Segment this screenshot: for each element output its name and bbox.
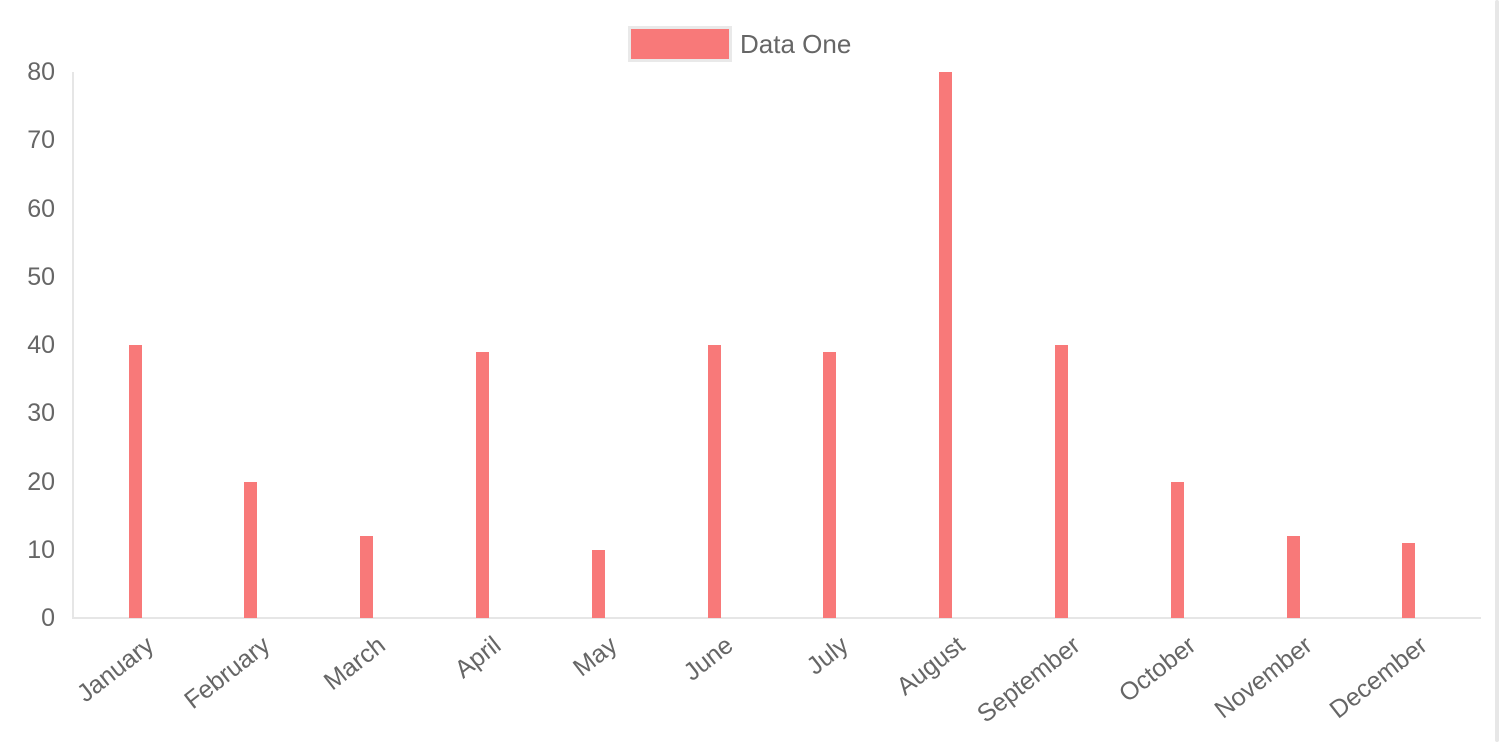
bar-may[interactable] [591, 549, 605, 618]
x-label-april: April [449, 631, 507, 684]
bar-december[interactable] [1402, 542, 1416, 618]
y-tick-label-50: 50 [27, 262, 55, 291]
x-label-november: November [1209, 631, 1318, 725]
x-axis-baseline [72, 617, 1481, 619]
y-axis-line [72, 72, 74, 618]
legend-label: Data One [740, 29, 852, 59]
bar-august[interactable] [939, 72, 953, 618]
x-label-july: July [801, 631, 855, 681]
legend-color-swatch [628, 26, 732, 62]
x-label-may: May [567, 631, 623, 683]
legend-item-data-one[interactable]: Data One [628, 26, 851, 62]
x-label-august: August [891, 631, 970, 701]
x-label-february: February [178, 631, 276, 715]
x-label-october: October [1114, 631, 1202, 708]
x-label-december: December [1324, 631, 1434, 725]
y-tick-label-70: 70 [27, 126, 55, 155]
x-label-march: March [318, 631, 391, 696]
y-tick-label-10: 10 [27, 535, 55, 564]
y-tick-label-20: 20 [27, 467, 55, 496]
scrollbar-track[interactable] [1495, 0, 1499, 742]
bar-january[interactable] [128, 345, 142, 618]
bar-september[interactable] [1054, 345, 1068, 618]
y-tick-label-0: 0 [41, 604, 55, 632]
x-label-june: June [678, 631, 739, 687]
y-tick-label-80: 80 [27, 58, 55, 86]
bar-july[interactable] [823, 351, 837, 618]
y-tick-label-60: 60 [27, 194, 55, 223]
bar-february[interactable] [244, 481, 258, 618]
x-label-september: September [972, 631, 1086, 729]
bar-october[interactable] [1170, 481, 1184, 618]
y-tick-label-30: 30 [27, 399, 55, 428]
bar-november[interactable] [1286, 536, 1300, 618]
y-tick-label-40: 40 [27, 331, 55, 359]
x-label-january: January [71, 631, 160, 708]
bar-march[interactable] [360, 536, 374, 618]
bar-june[interactable] [707, 345, 721, 618]
bar-april[interactable] [475, 351, 489, 618]
